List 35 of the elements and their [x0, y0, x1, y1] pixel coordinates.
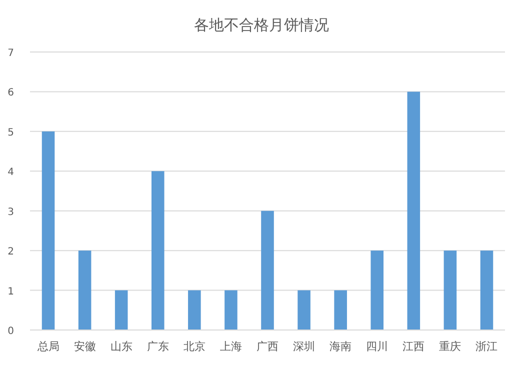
- bar: [114, 290, 128, 330]
- x-tick-label: 安徽: [74, 340, 96, 353]
- x-tick-label: 广西: [256, 340, 278, 353]
- x-tick-label: 浙江: [476, 340, 498, 353]
- y-tick-label: 5: [8, 127, 14, 138]
- y-tick-label: 1: [8, 286, 14, 298]
- bar: [261, 210, 274, 330]
- bar: [370, 250, 384, 330]
- x-tick-label: 广东: [146, 340, 169, 353]
- bar: [188, 290, 201, 330]
- x-tick-label: 四川: [366, 340, 388, 353]
- y-tick-label: 6: [8, 88, 14, 99]
- x-tick-label: 总局: [36, 340, 60, 353]
- x-tick-label: 江西: [402, 340, 425, 353]
- bar: [151, 171, 164, 330]
- bar: [78, 250, 92, 330]
- bar: [444, 250, 457, 330]
- y-tick-label: 2: [8, 246, 14, 258]
- x-tick-label: 重庆: [439, 340, 462, 353]
- chart-title: 各地不合格月饼情况: [194, 16, 329, 34]
- bar: [224, 290, 238, 330]
- bar: [407, 92, 420, 330]
- bar: [42, 131, 55, 330]
- y-tick-label: 0: [8, 326, 14, 337]
- x-tick-label: 上海: [220, 340, 242, 353]
- bar: [334, 290, 347, 330]
- x-tick-label: 山东: [110, 340, 132, 353]
- x-tick-label: 北京: [183, 340, 206, 353]
- bar: [298, 290, 310, 330]
- x-tick-label: 深圳: [293, 340, 316, 353]
- bar: [480, 250, 494, 330]
- y-tick-label: 7: [8, 48, 14, 59]
- y-tick-label: 4: [8, 167, 14, 178]
- x-tick-label: 海南: [330, 340, 352, 353]
- y-tick-label: 3: [8, 206, 14, 218]
